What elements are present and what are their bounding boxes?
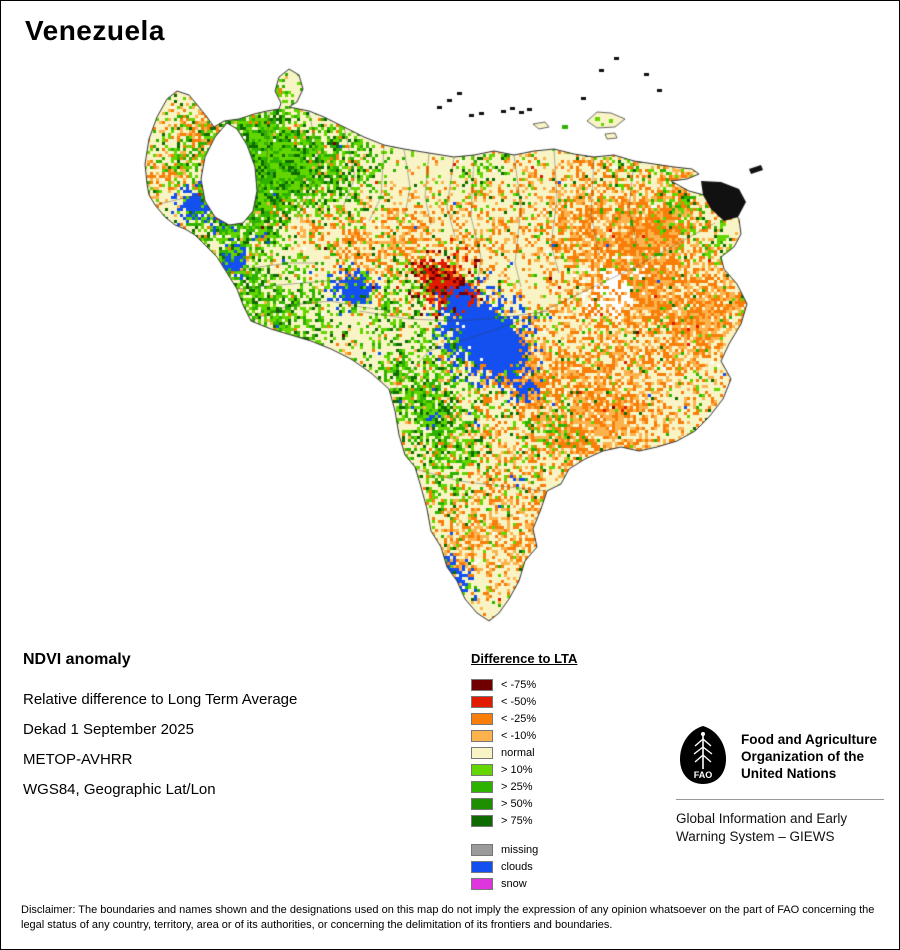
legend-swatch xyxy=(471,747,493,759)
legend-label: < -25% xyxy=(501,713,536,725)
metadata-line: Relative difference to Long Term Average xyxy=(23,685,443,715)
legend-swatch xyxy=(471,878,493,890)
legend-label: > 10% xyxy=(501,764,533,776)
legend-status-items: missing clouds snow xyxy=(471,841,651,892)
metadata-line: METOP-AVHRR xyxy=(23,745,443,775)
map-document: Venezuela NDVI anomaly Relative differen… xyxy=(0,0,900,950)
legend-item: > 25% xyxy=(471,778,651,795)
legend-item: normal xyxy=(471,744,651,761)
legend-label: clouds xyxy=(501,861,533,873)
legend-label: > 50% xyxy=(501,798,533,810)
legend-label: < -75% xyxy=(501,679,536,691)
legend-item: < -50% xyxy=(471,693,651,710)
legend-swatch xyxy=(471,713,493,725)
map-info-lines: Relative difference to Long Term Average… xyxy=(23,685,443,805)
legend-item: missing xyxy=(471,841,651,858)
legend-label: normal xyxy=(501,747,535,759)
ndvi-map-canvas xyxy=(129,49,789,649)
legend-swatch xyxy=(471,764,493,776)
fao-logo: FAO xyxy=(676,725,730,785)
fao-block: FAO Food and Agriculture Organization of… xyxy=(676,725,888,846)
legend-items: < -75% < -50% < -25% < -10% normal > 10% > 25%… xyxy=(471,676,651,829)
legend-swatch xyxy=(471,696,493,708)
legend-title: Difference to LTA xyxy=(471,651,651,666)
metadata-line: Dekad 1 September 2025 xyxy=(23,715,443,745)
legend-swatch xyxy=(471,844,493,856)
legend: Difference to LTA < -75% < -50% < -25% < -1… xyxy=(471,651,651,892)
legend-swatch xyxy=(471,781,493,793)
legend-item: < -10% xyxy=(471,727,651,744)
fao-logo-text: FAO xyxy=(694,770,713,780)
legend-item: clouds xyxy=(471,858,651,875)
legend-swatch xyxy=(471,730,493,742)
legend-label: < -50% xyxy=(501,696,536,708)
legend-item: > 10% xyxy=(471,761,651,778)
legend-item: < -75% xyxy=(471,676,651,693)
legend-label: > 75% xyxy=(501,815,533,827)
legend-item: < -25% xyxy=(471,710,651,727)
legend-swatch xyxy=(471,679,493,691)
giews-label: Global Information and Early Warning Sys… xyxy=(676,810,888,846)
page-title: Venezuela xyxy=(25,15,165,47)
legend-item: > 75% xyxy=(471,812,651,829)
legend-item: > 50% xyxy=(471,795,651,812)
fao-name: Food and Agriculture Organization of the… xyxy=(741,725,877,782)
map-info-heading: NDVI anomaly xyxy=(23,651,443,669)
legend-swatch xyxy=(471,798,493,810)
map-info: NDVI anomaly Relative difference to Long… xyxy=(23,651,443,805)
metadata-line: WGS84, Geographic Lat/Lon xyxy=(23,775,443,805)
legend-label: missing xyxy=(501,844,538,856)
legend-label: > 25% xyxy=(501,781,533,793)
disclaimer-text: Disclaimer: The boundaries and names sho… xyxy=(21,903,883,932)
divider-line xyxy=(676,799,884,800)
legend-item: snow xyxy=(471,875,651,892)
legend-label: snow xyxy=(501,878,527,890)
legend-swatch xyxy=(471,815,493,827)
legend-label: < -10% xyxy=(501,730,536,742)
legend-swatch xyxy=(471,861,493,873)
